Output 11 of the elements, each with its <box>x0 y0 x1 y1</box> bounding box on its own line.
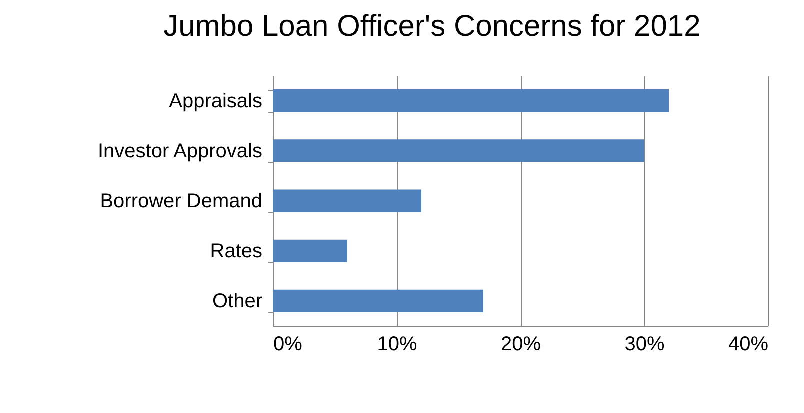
y-tick-label: Other <box>212 290 263 313</box>
x-tick-label: 20% <box>500 334 542 356</box>
x-tick-label: 30% <box>624 334 665 356</box>
x-tick-label: 10% <box>377 334 418 356</box>
y-tick-label: Borrower Demand <box>100 190 262 212</box>
x-tick-label: 0% <box>274 334 303 356</box>
y-tick-label: Investor Approvals <box>98 140 262 162</box>
y-tick-label: Rates <box>210 240 262 263</box>
y-tick-label: Appraisals <box>169 90 262 112</box>
chart-title: Jumbo Loan Officer's Concerns for 2012 <box>164 10 701 43</box>
x-tick-label: 40% <box>728 334 769 356</box>
